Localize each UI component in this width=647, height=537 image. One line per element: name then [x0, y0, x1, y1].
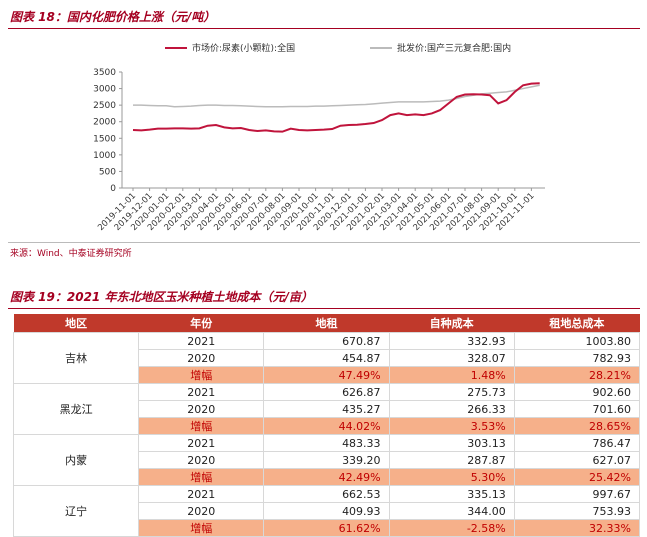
- figure-title: 图表 19：2021 年东北地区玉米种植土地成本（元/亩）: [10, 290, 313, 304]
- header-cell: 租地总成本: [514, 314, 640, 333]
- year-cell: 2021: [138, 485, 265, 503]
- value-cell: 42.49%: [263, 468, 390, 486]
- cost-table: 地区 年份 地租 自种成本 租地总成本 吉林 2021 670.87 332.93 1003.80…: [12, 314, 641, 537]
- table-row: 增幅 42.49% 5.30% 25.42%: [14, 468, 641, 486]
- table-row: 2020 454.87 328.07 782.93: [14, 349, 641, 367]
- value-cell: 435.27: [263, 400, 390, 418]
- value-cell: 332.93: [388, 332, 515, 350]
- table-row: 2020 409.93 344.00 753.93: [14, 502, 641, 520]
- value-cell: 335.13: [388, 485, 515, 503]
- year-cell: 2021: [138, 332, 265, 350]
- value-cell: 328.07: [388, 349, 515, 367]
- value-cell: 303.13: [388, 434, 515, 452]
- year-cell: 2020: [138, 400, 265, 418]
- region-cell: 吉林: [12, 332, 140, 384]
- y-tick-label: 2500: [93, 101, 116, 111]
- table-row: 增幅 47.49% 1.48% 28.21%: [14, 366, 641, 384]
- y-tick-label: 1000: [93, 151, 116, 161]
- header-cell: 地区: [13, 314, 139, 333]
- year-cell: 2020: [138, 502, 265, 520]
- value-cell: 61.62%: [263, 519, 390, 537]
- value-cell: 275.73: [388, 383, 515, 401]
- value-cell: 626.87: [263, 383, 390, 401]
- region-cell: 辽宁: [12, 485, 140, 537]
- value-cell: -2.58%: [388, 519, 515, 537]
- value-cell: 1.48%: [388, 366, 515, 384]
- header-cell: 地租: [263, 314, 390, 333]
- y-tick-label: 1500: [93, 134, 116, 144]
- region-cell: 内蒙: [12, 434, 140, 486]
- header-cell: 自种成本: [389, 314, 515, 333]
- value-cell: 25.42%: [513, 468, 641, 486]
- table-row: 增幅 44.02% 3.53% 28.65%: [14, 417, 641, 435]
- year-cell: 2021: [138, 434, 265, 452]
- value-cell: 28.21%: [513, 366, 641, 384]
- year-cell: 2021: [138, 383, 265, 401]
- value-cell: 344.00: [388, 502, 515, 520]
- value-cell: 1003.80: [513, 332, 641, 350]
- value-cell: 47.49%: [263, 366, 390, 384]
- value-cell: 902.60: [513, 383, 641, 401]
- value-cell: 627.07: [513, 451, 641, 469]
- value-cell: 287.87: [388, 451, 515, 469]
- value-cell: 409.93: [263, 502, 390, 520]
- title-rule: [8, 28, 640, 29]
- y-tick-label: 2000: [93, 118, 116, 128]
- value-cell: 3.53%: [388, 417, 515, 435]
- value-cell: 266.33: [388, 400, 515, 418]
- source: 来源：Wind、中泰证券研究所: [10, 249, 132, 259]
- series-line: [132, 82, 540, 133]
- legend-label: 批发价:国产三元复合肥:国内: [397, 42, 511, 54]
- chart: 05001000150020002500300035002019-11-0120…: [93, 42, 545, 233]
- series-line: [133, 84, 540, 108]
- value-cell: 28.65%: [513, 417, 641, 435]
- y-tick-label: 0: [110, 184, 116, 194]
- table-row: 增幅 61.62% -2.58% 32.33%: [14, 519, 641, 537]
- table-row: 辽宁 2021 662.53 335.13 997.67: [12, 485, 641, 537]
- source-rule: [8, 242, 640, 243]
- value-cell: 32.33%: [513, 519, 641, 537]
- value-cell: 997.67: [513, 485, 641, 503]
- year-cell: 增幅: [138, 468, 265, 486]
- legend-label: 市场价:尿素(小颗粒):全国: [192, 42, 295, 54]
- figure-title: 图表 18：国内化肥价格上涨（元/吨）: [10, 10, 216, 24]
- value-cell: 5.30%: [388, 468, 515, 486]
- table-row: 吉林 2021 670.87 332.93 1003.80: [12, 332, 641, 384]
- value-cell: 454.87: [263, 349, 390, 367]
- value-cell: 339.20: [263, 451, 390, 469]
- value-cell: 483.33: [263, 434, 390, 452]
- table-row: 黑龙江 2021 626.87 275.73 902.60: [12, 383, 641, 435]
- year-cell: 增幅: [138, 366, 265, 384]
- year-cell: 2020: [138, 451, 265, 469]
- table-row: 内蒙 2021 483.33 303.13 786.47: [12, 434, 641, 486]
- value-cell: 782.93: [513, 349, 641, 367]
- header-cell: 年份: [138, 314, 264, 333]
- value-cell: 662.53: [263, 485, 390, 503]
- value-cell: 753.93: [513, 502, 641, 520]
- year-cell: 增幅: [138, 417, 265, 435]
- y-tick-label: 3500: [93, 68, 116, 78]
- value-cell: 701.60: [513, 400, 641, 418]
- y-tick-label: 500: [99, 167, 116, 177]
- year-cell: 增幅: [138, 519, 265, 537]
- value-cell: 786.47: [513, 434, 641, 452]
- title-rule: [8, 308, 640, 309]
- value-cell: 670.87: [263, 332, 390, 350]
- y-tick-label: 3000: [93, 85, 116, 95]
- year-cell: 2020: [138, 349, 265, 367]
- region-cell: 黑龙江: [12, 383, 140, 435]
- value-cell: 44.02%: [263, 417, 390, 435]
